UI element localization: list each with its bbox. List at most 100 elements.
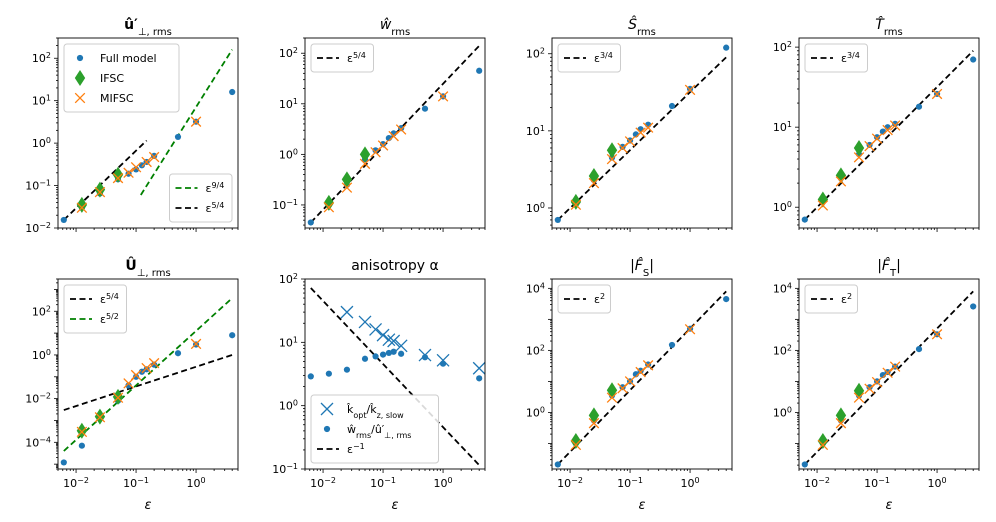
data-point (866, 384, 873, 391)
data-point (606, 153, 618, 165)
x-tick-label: 10−2 (557, 476, 583, 491)
x-tick-label: 10−1 (123, 476, 149, 491)
data-point (642, 360, 654, 371)
data-point (619, 384, 626, 391)
data-point (439, 360, 447, 367)
legend-marker (323, 425, 331, 433)
data-point (376, 328, 390, 342)
data-point (642, 122, 654, 133)
data-point (76, 426, 88, 438)
data-point (873, 134, 881, 141)
legend-box (63, 284, 127, 334)
data-point (343, 366, 351, 373)
data-point (436, 353, 450, 367)
power-law-line (63, 139, 148, 221)
data-point (835, 176, 847, 187)
data-point (125, 170, 132, 177)
legend: ε5/4 ε5/2 (63, 284, 127, 334)
axes-frame (551, 278, 733, 470)
data-point (174, 133, 182, 141)
data-point (132, 166, 140, 173)
data-point (619, 143, 626, 150)
data-point (190, 338, 202, 350)
data-point (882, 367, 893, 379)
x-tick-label: 100 (434, 476, 453, 491)
data-point (554, 461, 561, 468)
x-tick-label: 10−1 (370, 476, 396, 491)
data-point (387, 334, 401, 348)
data-point (723, 295, 730, 303)
data-point (76, 196, 88, 213)
data-point (892, 120, 899, 127)
legend-label: ε5/4 (206, 201, 225, 216)
data-point (112, 172, 124, 184)
data-point (915, 345, 923, 353)
chart-5: anisotropy α 10−1 100 101 102 10−2 10−1 100 ε k̂o… (272, 258, 486, 513)
data-point (817, 191, 829, 208)
y-tick-label: 10−4 (25, 435, 51, 450)
data-point (606, 382, 618, 399)
y-tick-label: 102 (526, 343, 545, 358)
data-point (395, 124, 407, 135)
data-point (723, 44, 730, 51)
data-point (361, 355, 369, 362)
y-tick-label: 100 (32, 136, 51, 151)
legend-label: MIFSC (100, 92, 134, 105)
y-tick-label: 102 (773, 343, 792, 358)
legend-label: ε3/4 (594, 51, 613, 66)
data-point (141, 156, 152, 168)
data-point (369, 322, 383, 336)
legend-label: ε2 (594, 292, 605, 307)
data-point (141, 362, 152, 374)
data-point (341, 171, 353, 188)
data-point (476, 67, 483, 74)
data-point (817, 439, 829, 451)
data-point (686, 85, 694, 93)
legend-label: ε9/4 (206, 181, 225, 196)
data-point (437, 91, 449, 102)
data-point (358, 315, 372, 329)
legend-label: IFSC (100, 72, 124, 85)
y-tick-label: 100 (526, 405, 545, 420)
chart-7: |F̂T| 100 102 104 10−2 10−1 100 ε ε2 (773, 257, 980, 513)
data-point (130, 161, 142, 173)
data-point (684, 84, 696, 96)
y-tick-label: 104 (526, 281, 545, 296)
chart-title: anisotropy α (351, 258, 439, 274)
data-point (617, 142, 628, 154)
data-point (325, 370, 332, 377)
x-tick-label: 100 (187, 476, 206, 491)
legend: ε3/4 (804, 43, 868, 73)
data-point (889, 120, 901, 131)
plot-area (60, 297, 236, 466)
data-point (931, 88, 943, 100)
y-tick-label: 10−2 (25, 221, 51, 236)
y-tick-label: 100 (279, 147, 298, 162)
y-tick-label: 100 (773, 200, 792, 215)
chart-title: ŵrms (380, 17, 410, 38)
data-point (190, 116, 202, 127)
power-law-line (804, 50, 974, 221)
plot-area (307, 45, 483, 226)
x-axis-label: ε (638, 498, 645, 513)
y-tick-label: 102 (279, 272, 298, 287)
legend-label: k̂opt/k̂z, slow (346, 403, 404, 420)
data-point (359, 146, 371, 163)
legend-marker (74, 70, 86, 86)
legend-box (804, 43, 868, 73)
legend-label: Full model (100, 52, 157, 65)
data-point (377, 140, 389, 151)
chart-title: |F̂T| (877, 257, 901, 278)
x-axis-label: ε (885, 498, 892, 513)
x-tick-label: 100 (928, 476, 947, 491)
y-tick-label: 100 (526, 200, 545, 215)
chart-title: û′⊥, rms (124, 17, 172, 38)
axes-frame (798, 278, 980, 470)
data-point (151, 361, 158, 368)
power-law-line (63, 354, 233, 411)
y-tick-label: 10−1 (272, 462, 298, 477)
data-point (94, 181, 106, 198)
legend-label: ε5/4 (100, 292, 119, 307)
data-point (323, 201, 335, 213)
